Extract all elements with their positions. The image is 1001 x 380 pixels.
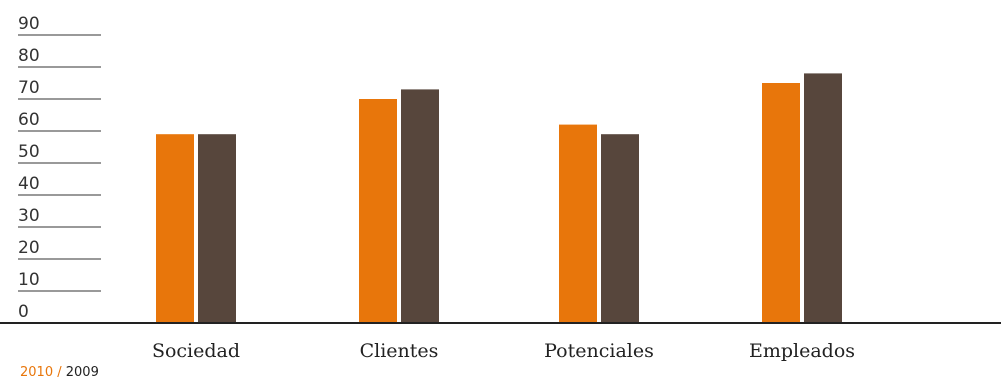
bar-empleados-2010 (762, 83, 800, 323)
category-label-empleados: Empleados (749, 340, 855, 362)
category-label-potenciales: Potenciales (544, 340, 654, 362)
y-tick-label: 20 (18, 238, 40, 258)
bar-sociedad-2009 (198, 134, 236, 323)
y-tick-label: 70 (18, 78, 40, 98)
bar-potenciales-2010 (559, 124, 597, 323)
bars (156, 73, 842, 324)
legend-2010: 2010 (20, 365, 54, 380)
y-tick-label: 90 (18, 14, 40, 34)
y-tick-label: 40 (18, 174, 40, 194)
legend-2009: 2009 (65, 365, 99, 380)
bar-clientes-2010 (359, 99, 397, 323)
bar-potenciales-2009 (601, 134, 639, 323)
y-tick-label: 0 (18, 302, 29, 322)
y-gridlines (18, 34, 101, 292)
y-tick-label: 10 (18, 270, 40, 290)
y-axis-ticks: 0 10 20 30 40 50 60 70 80 90 (18, 14, 40, 322)
bar-sociedad-2010 (156, 134, 194, 323)
y-tick-label: 50 (18, 142, 40, 162)
bar-empleados-2009 (804, 73, 842, 324)
legend-separator: / (57, 365, 62, 380)
bar-clientes-2009 (401, 89, 439, 324)
x-axis-categories: Sociedad Clientes Potenciales Empleados (152, 340, 855, 362)
y-tick-label: 60 (18, 110, 40, 130)
category-label-clientes: Clientes (360, 340, 439, 362)
y-tick-label: 30 (18, 206, 40, 226)
category-label-sociedad: Sociedad (152, 340, 240, 362)
legend: 2010 / 2009 (20, 366, 99, 380)
y-tick-label: 80 (18, 46, 40, 66)
